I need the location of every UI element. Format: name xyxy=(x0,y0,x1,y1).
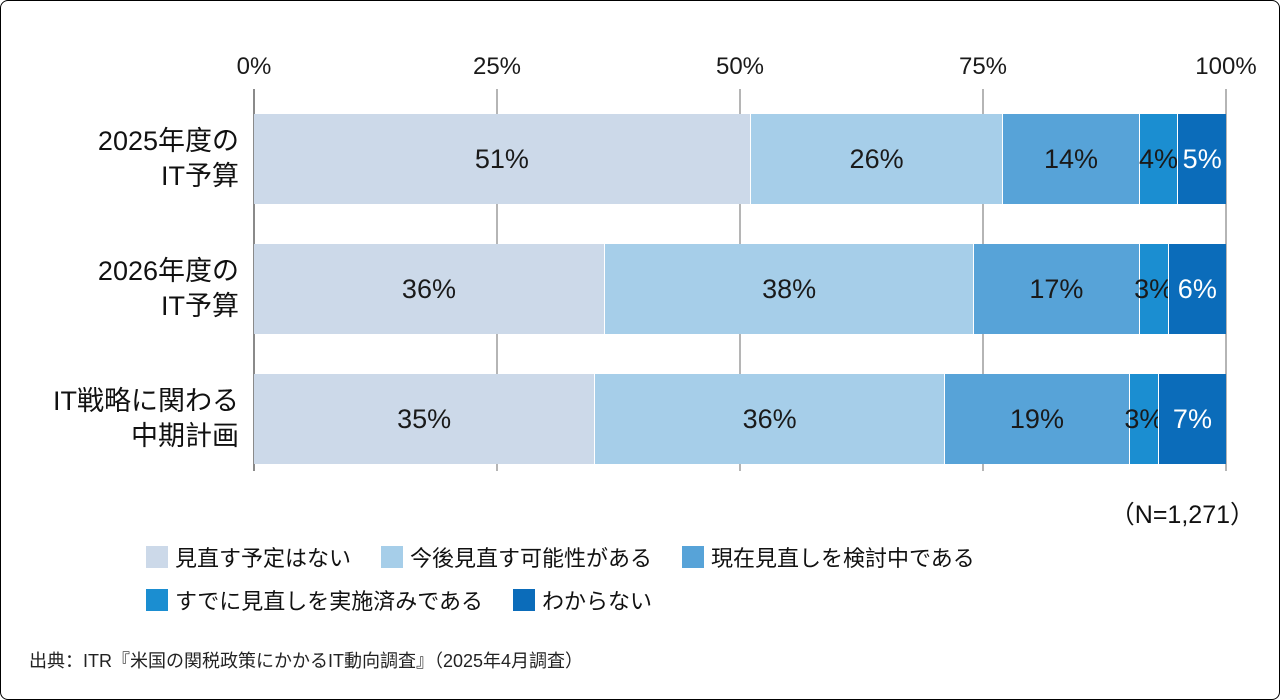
legend-label: すでに見直しを実施済みである xyxy=(175,589,484,614)
x-tick-label: 50% xyxy=(715,53,765,80)
legend-item: 見直す予定はない xyxy=(146,541,351,573)
legend-swatch-icon xyxy=(146,546,168,568)
segment-value-label: 4% xyxy=(1138,143,1178,174)
bar-segment: 3% xyxy=(1134,244,1173,334)
legend-swatch-icon xyxy=(146,589,168,611)
bar-segment: 38% xyxy=(603,244,974,334)
legend-label: 今後見直す可能性がある xyxy=(410,546,653,571)
legend-swatch-icon xyxy=(513,589,536,611)
segment-value-label: 3% xyxy=(1134,273,1174,304)
bars-area: 51% 26% 14% 4% 5% 36% 38% 17% 3% 6% 35% 36% 19% 3% 7% xyxy=(254,89,1226,471)
legend: 見直す予定はない 今後見直す可能性がある 現在見直しを検討中であるすでに見直しを実施… xyxy=(146,541,975,627)
legend-item: すでに見直しを実施済みである xyxy=(146,584,483,616)
x-tick-label: 75% xyxy=(958,53,1008,80)
category-labels: 2025年度の IT予算 2026年度の IT予算 IT戦略に関わる 中期計画 xyxy=(1,89,239,471)
segment-value-label: 17% xyxy=(1029,273,1084,304)
legend-swatch-icon xyxy=(381,546,404,568)
x-tick-label: 100% xyxy=(1195,53,1257,80)
segment-value-label: 26% xyxy=(849,143,904,174)
legend-swatch-icon xyxy=(682,546,705,568)
segment-value-label: 3% xyxy=(1124,403,1164,434)
bar-segment: 3% xyxy=(1124,374,1163,464)
legend-row: 見直す予定はない 今後見直す可能性がある 現在見直しを検討中である xyxy=(146,541,975,573)
segment-value-label: 14% xyxy=(1043,143,1098,174)
legend-item: わからない xyxy=(513,584,652,616)
x-tick-label: 0% xyxy=(236,53,272,80)
bar-segment: 35% xyxy=(254,374,595,464)
category-label: 2025年度の IT予算 xyxy=(97,125,239,191)
category-label: IT戦略に関わる 中期計画 xyxy=(53,385,239,451)
x-tick-label: 25% xyxy=(472,53,522,80)
bar-segment: 51% xyxy=(254,114,750,204)
bar-row: 36% 38% 17% 3% 6% xyxy=(254,244,1226,334)
bar-segment: 17% xyxy=(973,244,1139,334)
bar-segment: 14% xyxy=(1002,114,1139,204)
legend-item: 現在見直しを検討中である xyxy=(682,541,975,573)
segment-value-label: 51% xyxy=(474,143,529,174)
bar-segment: 36% xyxy=(594,374,945,464)
bar-segment: 19% xyxy=(944,374,1129,464)
bar-segment: 5% xyxy=(1177,114,1226,204)
gridline xyxy=(1225,89,1227,471)
legend-label: わからない xyxy=(542,589,653,614)
legend-row: すでに見直しを実施済みである わからない xyxy=(146,584,975,616)
source-note: 出典：ITR『米国の関税政策にかかるIT動向調査』（2025年4月調査） xyxy=(29,651,584,671)
segment-value-label: 36% xyxy=(401,273,456,304)
legend-label: 見直す予定はない xyxy=(175,546,352,571)
sample-size-note: （N=1,271） xyxy=(1109,501,1255,529)
segment-value-label: 6% xyxy=(1177,273,1217,304)
legend-item: 今後見直す可能性がある xyxy=(381,541,652,573)
bar-segment: 36% xyxy=(254,244,604,334)
bar-row: 51% 26% 14% 4% 5% xyxy=(254,114,1226,204)
bar-segment: 7% xyxy=(1157,374,1226,464)
bar-row: 35% 36% 19% 3% 7% xyxy=(254,374,1226,464)
segment-value-label: 19% xyxy=(1009,403,1064,434)
bar-segment: 26% xyxy=(749,114,1003,204)
segment-value-label: 7% xyxy=(1172,403,1212,434)
legend-label: 現在見直しを検討中である xyxy=(711,546,975,571)
segment-value-label: 36% xyxy=(742,403,797,434)
bar-segment: 4% xyxy=(1138,114,1178,204)
segment-value-label: 5% xyxy=(1182,143,1222,174)
x-axis-ticks: 0% 25% 50% 75% 100% xyxy=(237,53,1257,85)
segment-value-label: 35% xyxy=(397,403,452,434)
category-label: 2026年度の IT予算 xyxy=(97,255,239,321)
segment-value-label: 38% xyxy=(762,273,817,304)
bar-segment: 6% xyxy=(1167,244,1226,334)
